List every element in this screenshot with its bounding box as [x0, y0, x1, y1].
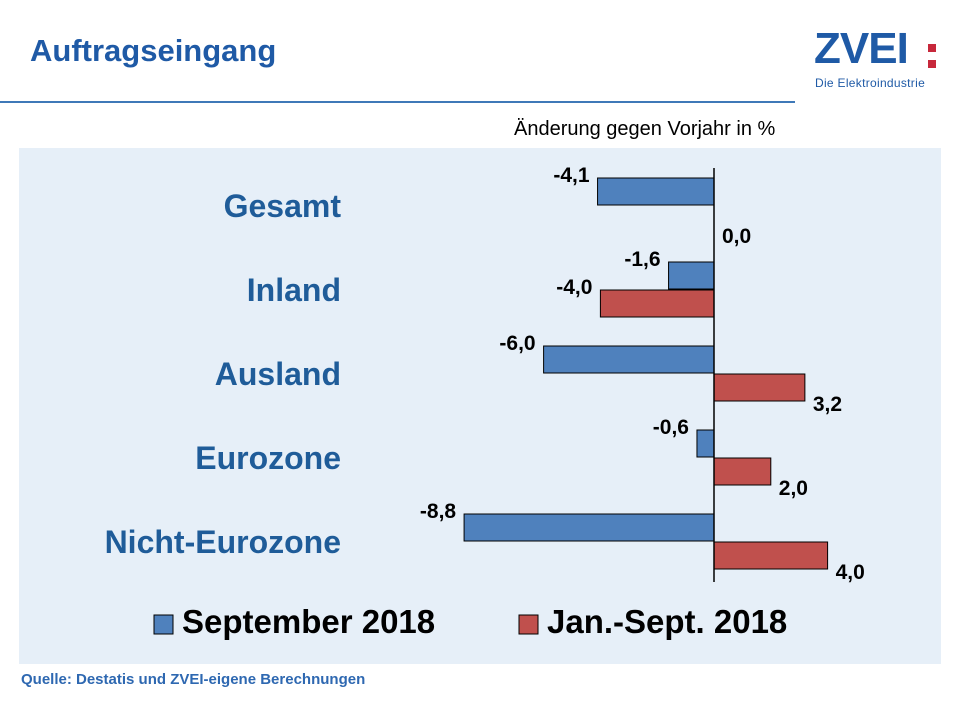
data-label: -0,6 — [653, 416, 689, 439]
legend-label: September 2018 — [182, 603, 435, 640]
bar-september — [696, 429, 715, 458]
data-label: -4,0 — [556, 276, 592, 299]
category-label: Nicht-Eurozone — [105, 524, 341, 560]
logo-wordmark: ZVEI — [814, 24, 909, 73]
category-label: Gesamt — [224, 188, 342, 224]
data-label: 4,0 — [836, 561, 865, 584]
chart-panel: Gesamt -4,1 0,0 Inland -1,6 -4,0 Ausland -6,0 3,… — [19, 148, 941, 664]
category-label: Eurozone — [195, 440, 341, 476]
bar-september — [463, 513, 715, 542]
chart-subtitle: Änderung gegen Vorjahr in % — [514, 118, 776, 140]
category-label: Inland — [247, 272, 341, 308]
data-label: -8,8 — [420, 500, 457, 523]
data-label: 0,0 — [722, 225, 751, 248]
category-label: Ausland — [215, 356, 341, 392]
legend-label: Jan.-Sept. 2018 — [547, 603, 787, 640]
logo-tagline: Die Elektroindustrie — [815, 76, 926, 90]
data-label: 2,0 — [779, 477, 808, 500]
data-label: -6,0 — [499, 332, 535, 355]
data-label: -4,1 — [553, 164, 590, 187]
bar-september — [597, 177, 715, 206]
legend-swatch-jan-sept — [518, 614, 539, 635]
bar-jan-sept — [713, 541, 829, 570]
page-title: Auftragseingang — [30, 33, 277, 68]
zvei-logo: ZVEI Die Elektroindustrie — [812, 24, 944, 94]
source-note: Quelle: Destatis und ZVEI-eigene Berechn… — [21, 671, 366, 688]
bar-jan-sept — [713, 373, 806, 402]
bar-jan-sept — [713, 457, 772, 486]
bar-september — [543, 345, 715, 374]
data-label: 3,2 — [813, 393, 842, 416]
bar-chart: Gesamt -4,1 0,0 Inland -1,6 -4,0 Ausland -6,0 3,… — [105, 164, 865, 640]
legend-swatch-september — [153, 614, 174, 635]
data-label: -1,6 — [624, 248, 660, 271]
bar-jan-sept — [599, 289, 715, 318]
title-divider — [0, 101, 795, 103]
logo-colon-icon — [928, 40, 936, 70]
bar-september — [668, 261, 715, 290]
